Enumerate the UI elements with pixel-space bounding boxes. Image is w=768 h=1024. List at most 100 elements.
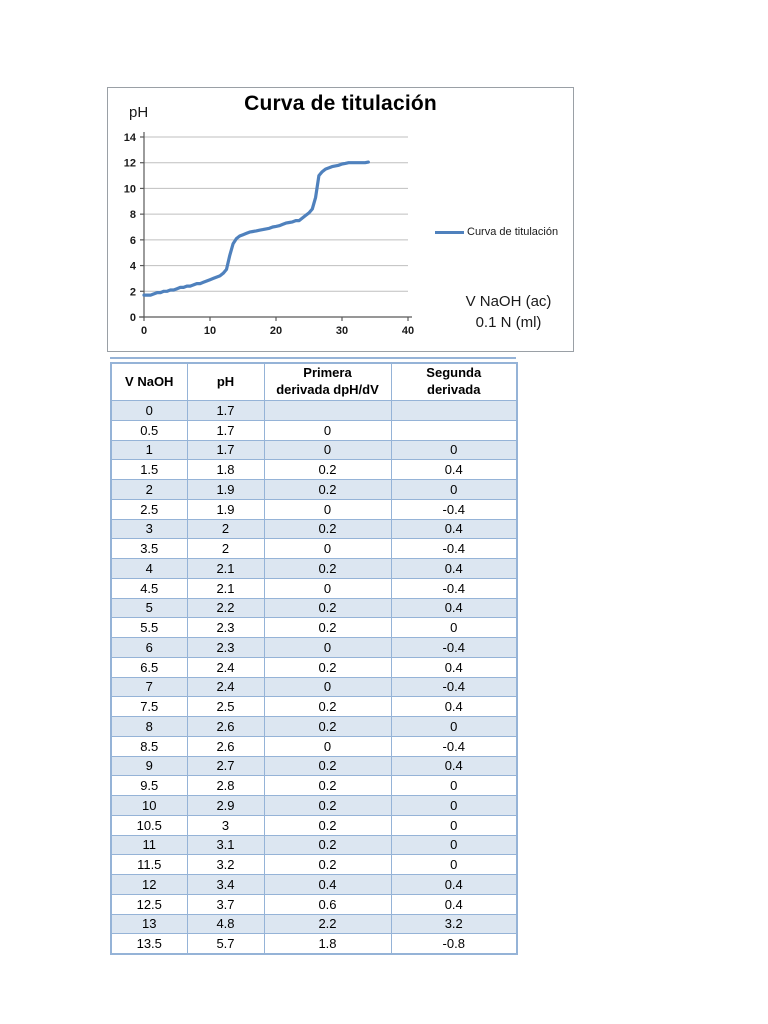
table-header-row: V NaOH pH Primera derivada dpH/dV Segunda d…: [110, 362, 518, 401]
table-cell: 3.1: [186, 834, 265, 856]
x-axis-title: V NaOH (ac) 0.1 N (ml): [421, 291, 596, 333]
table-row: 9.5 2.8 0.2 0: [110, 775, 518, 796]
table-cell: 12.5: [110, 893, 188, 915]
table-row: 13.5 5.7 1.8 -0.8: [110, 933, 518, 955]
table-cell: 4.8: [186, 913, 265, 935]
table-cell: 0.5: [110, 419, 188, 441]
chart-legend: Curva de titulación: [435, 226, 558, 238]
y-tick-label: 6: [130, 235, 136, 247]
table-row: 5.5 2.3 0.2 0: [110, 617, 518, 638]
table-cell: 8.5: [110, 735, 188, 757]
table-cell: 10.5: [110, 814, 188, 836]
table-cell: 0: [263, 538, 392, 559]
table-cell: 0.2: [263, 696, 392, 717]
table-cell: 0.4: [390, 656, 518, 678]
table-row: 6.5 2.4 0.2 0.4: [110, 656, 518, 678]
x-axis-title-line1: V NaOH (ac): [465, 293, 552, 310]
table-row: 3 2 0.2 0.4: [110, 518, 518, 540]
table-cell: -0.4: [390, 735, 518, 757]
table-cell: -0.8: [390, 933, 518, 955]
table-cell: 0.2: [263, 617, 392, 638]
table-cell: 2.6: [186, 735, 265, 757]
table-cell: 0.2: [263, 795, 392, 816]
column-header: pH: [186, 362, 265, 401]
table-cell: 7: [110, 676, 188, 698]
table-cell: 1.5: [110, 459, 188, 480]
table-cell: 0: [390, 795, 518, 816]
table-cell: 0: [263, 419, 392, 441]
column-header: Segunda derivada: [390, 362, 518, 401]
table-cell: 3.2: [186, 854, 265, 875]
table-cell: 1.7: [186, 439, 265, 461]
table-cell: [390, 400, 518, 421]
x-tick-label: 20: [270, 325, 282, 337]
table-row: 8 2.6 0.2 0: [110, 716, 518, 737]
table-cell: 13: [110, 913, 188, 935]
titration-curve-line: [142, 160, 370, 297]
table-row: 13 4.8 2.2 3.2: [110, 913, 518, 935]
table-cell: 5.7: [186, 933, 265, 955]
table-cell: 2.3: [186, 637, 265, 658]
table-cell: 5.5: [110, 617, 188, 638]
table-cell: 2: [110, 479, 188, 500]
table-row: 4.5 2.1 0 -0.4: [110, 577, 518, 599]
table-cell: 3.7: [186, 893, 265, 915]
table-cell: 0: [390, 439, 518, 461]
table-cell: 0.2: [263, 656, 392, 678]
table-cell: 0: [390, 775, 518, 796]
table-cell: 1.8: [186, 459, 265, 480]
y-tick-label: 14: [124, 132, 137, 144]
table-cell: 0.2: [263, 479, 392, 500]
table-cell: -0.4: [390, 637, 518, 658]
table-cell: 0.2: [263, 558, 392, 579]
table-cell: 1.7: [186, 419, 265, 441]
table-cell: 8: [110, 716, 188, 737]
table-cell: 0.2: [263, 834, 392, 856]
table-cell: 0: [263, 637, 392, 658]
legend-line-swatch: [435, 230, 464, 234]
table-cell: 0: [390, 716, 518, 737]
table-row: 6 2.3 0 -0.4: [110, 637, 518, 658]
table-cell: -0.4: [390, 498, 518, 520]
table-cell: 1.8: [263, 933, 392, 955]
table-cell: 0: [390, 479, 518, 500]
titration-chart-frame: Curva de titulación pH 0 2 4 6 8 10 12 14 0 10 20 3…: [107, 87, 574, 352]
table-cell: 7.5: [110, 696, 188, 717]
table-row: 3.5 2 0 -0.4: [110, 538, 518, 559]
table-row: 12 3.4 0.4 0.4: [110, 874, 518, 895]
table-cell: 2.6: [186, 716, 265, 737]
table-row: 11 3.1 0.2 0: [110, 834, 518, 856]
table-cell: 0.2: [263, 597, 392, 619]
table-cell: 3.4: [186, 874, 265, 895]
table-row: 8.5 2.6 0 -0.4: [110, 735, 518, 757]
y-tick-label: 2: [130, 286, 136, 298]
derivatives-table: V NaOH pH Primera derivada dpH/dV Segunda d…: [110, 362, 518, 955]
table-cell: 2.4: [186, 656, 265, 678]
table-row: 2 1.9 0.2 0: [110, 479, 518, 500]
table-cell: 2.5: [110, 498, 188, 520]
table-cell: 2.9: [186, 795, 265, 816]
x-tick-label: 30: [336, 325, 348, 337]
table-cell: 2.7: [186, 755, 265, 777]
table-cell: 4: [110, 558, 188, 579]
column-header: Primera derivada dpH/dV: [263, 362, 392, 401]
x-tick-label: 0: [141, 325, 147, 337]
table-cell: 0.2: [263, 459, 392, 480]
table-cell: -0.4: [390, 676, 518, 698]
table-row: 12.5 3.7 0.6 0.4: [110, 893, 518, 915]
table-cell: 0.2: [263, 755, 392, 777]
table-row: 2.5 1.9 0 -0.4: [110, 498, 518, 520]
table-cell: 6: [110, 637, 188, 658]
chart-title: Curva de titulación: [244, 92, 437, 115]
table-cell: 2.5: [186, 696, 265, 717]
table-cell: 9: [110, 755, 188, 777]
table-row: 1 1.7 0 0: [110, 439, 518, 461]
table-cell: 3: [186, 814, 265, 836]
table-cell: 0.2: [263, 854, 392, 875]
chart-plot-area: 0 2 4 6 8 10 12 14 0 10 20 30 40: [124, 132, 414, 337]
table-cell: 0.4: [390, 755, 518, 777]
table-cell: 6.5: [110, 656, 188, 678]
table-cell: 0: [390, 814, 518, 836]
table-cell: [263, 400, 392, 421]
y-axis-title: pH: [129, 104, 149, 121]
